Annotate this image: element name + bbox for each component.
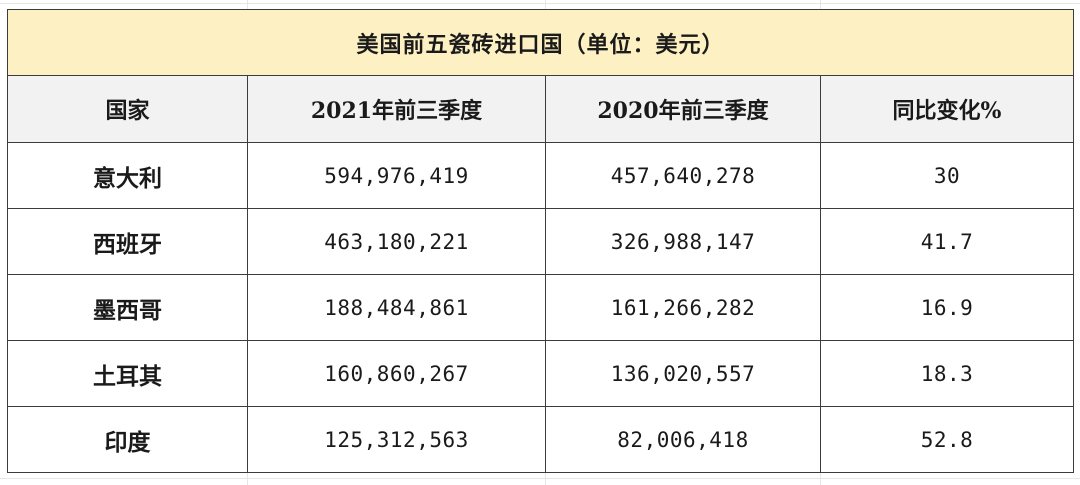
yoy-cell[interactable]: 16.9 bbox=[819, 274, 1075, 341]
value-2020-cell[interactable]: 82,006,418 bbox=[545, 406, 821, 473]
title-row: 美国前五瓷砖进口国（单位：美元） bbox=[6, 9, 1075, 76]
value-2020-cell[interactable]: 457,640,278 bbox=[545, 142, 821, 209]
value-2021-cell[interactable]: 125,312,563 bbox=[247, 406, 546, 473]
country-cell[interactable]: 土耳其 bbox=[7, 340, 248, 407]
table-row: 墨西哥 188,484,861 161,266,282 16.9 bbox=[7, 274, 1075, 341]
table-row: 印度 125,312,563 82,006,418 52.8 bbox=[7, 406, 1075, 473]
header-country[interactable]: 国家 bbox=[7, 75, 248, 143]
yoy-cell[interactable]: 52.8 bbox=[819, 406, 1075, 473]
value-2021-cell[interactable]: 160,860,267 bbox=[247, 340, 546, 407]
table-row: 西班牙 463,180,221 326,988,147 41.7 bbox=[7, 208, 1075, 275]
import-table: 美国前五瓷砖进口国（单位：美元） 国家 2021年前三季度 2020年前三季度 … bbox=[6, 9, 1075, 473]
country-cell[interactable]: 墨西哥 bbox=[7, 274, 248, 341]
country-cell[interactable]: 印度 bbox=[7, 406, 248, 473]
yoy-cell[interactable]: 41.7 bbox=[819, 208, 1075, 275]
header-row: 国家 2021年前三季度 2020年前三季度 同比变化% bbox=[7, 75, 1075, 143]
table-title[interactable]: 美国前五瓷砖进口国（单位：美元） bbox=[6, 9, 1075, 76]
value-2021-cell[interactable]: 188,484,861 bbox=[247, 274, 546, 341]
value-2021-cell[interactable]: 594,976,419 bbox=[247, 142, 546, 209]
header-2020-q1-q3[interactable]: 2020年前三季度 bbox=[545, 75, 821, 143]
table-row: 意大利 594,976,419 457,640,278 30 bbox=[7, 142, 1075, 209]
table-row: 土耳其 160,860,267 136,020,557 18.3 bbox=[7, 340, 1075, 407]
value-2021-cell[interactable]: 463,180,221 bbox=[247, 208, 546, 275]
country-cell[interactable]: 意大利 bbox=[7, 142, 248, 209]
value-2020-cell[interactable]: 136,020,557 bbox=[545, 340, 821, 407]
header-yoy-change[interactable]: 同比变化% bbox=[819, 75, 1075, 143]
value-2020-cell[interactable]: 326,988,147 bbox=[545, 208, 821, 275]
country-cell[interactable]: 西班牙 bbox=[7, 208, 248, 275]
value-2020-cell[interactable]: 161,266,282 bbox=[545, 274, 821, 341]
header-2021-q1-q3[interactable]: 2021年前三季度 bbox=[247, 75, 546, 143]
yoy-cell[interactable]: 18.3 bbox=[819, 340, 1075, 407]
yoy-cell[interactable]: 30 bbox=[819, 142, 1075, 209]
